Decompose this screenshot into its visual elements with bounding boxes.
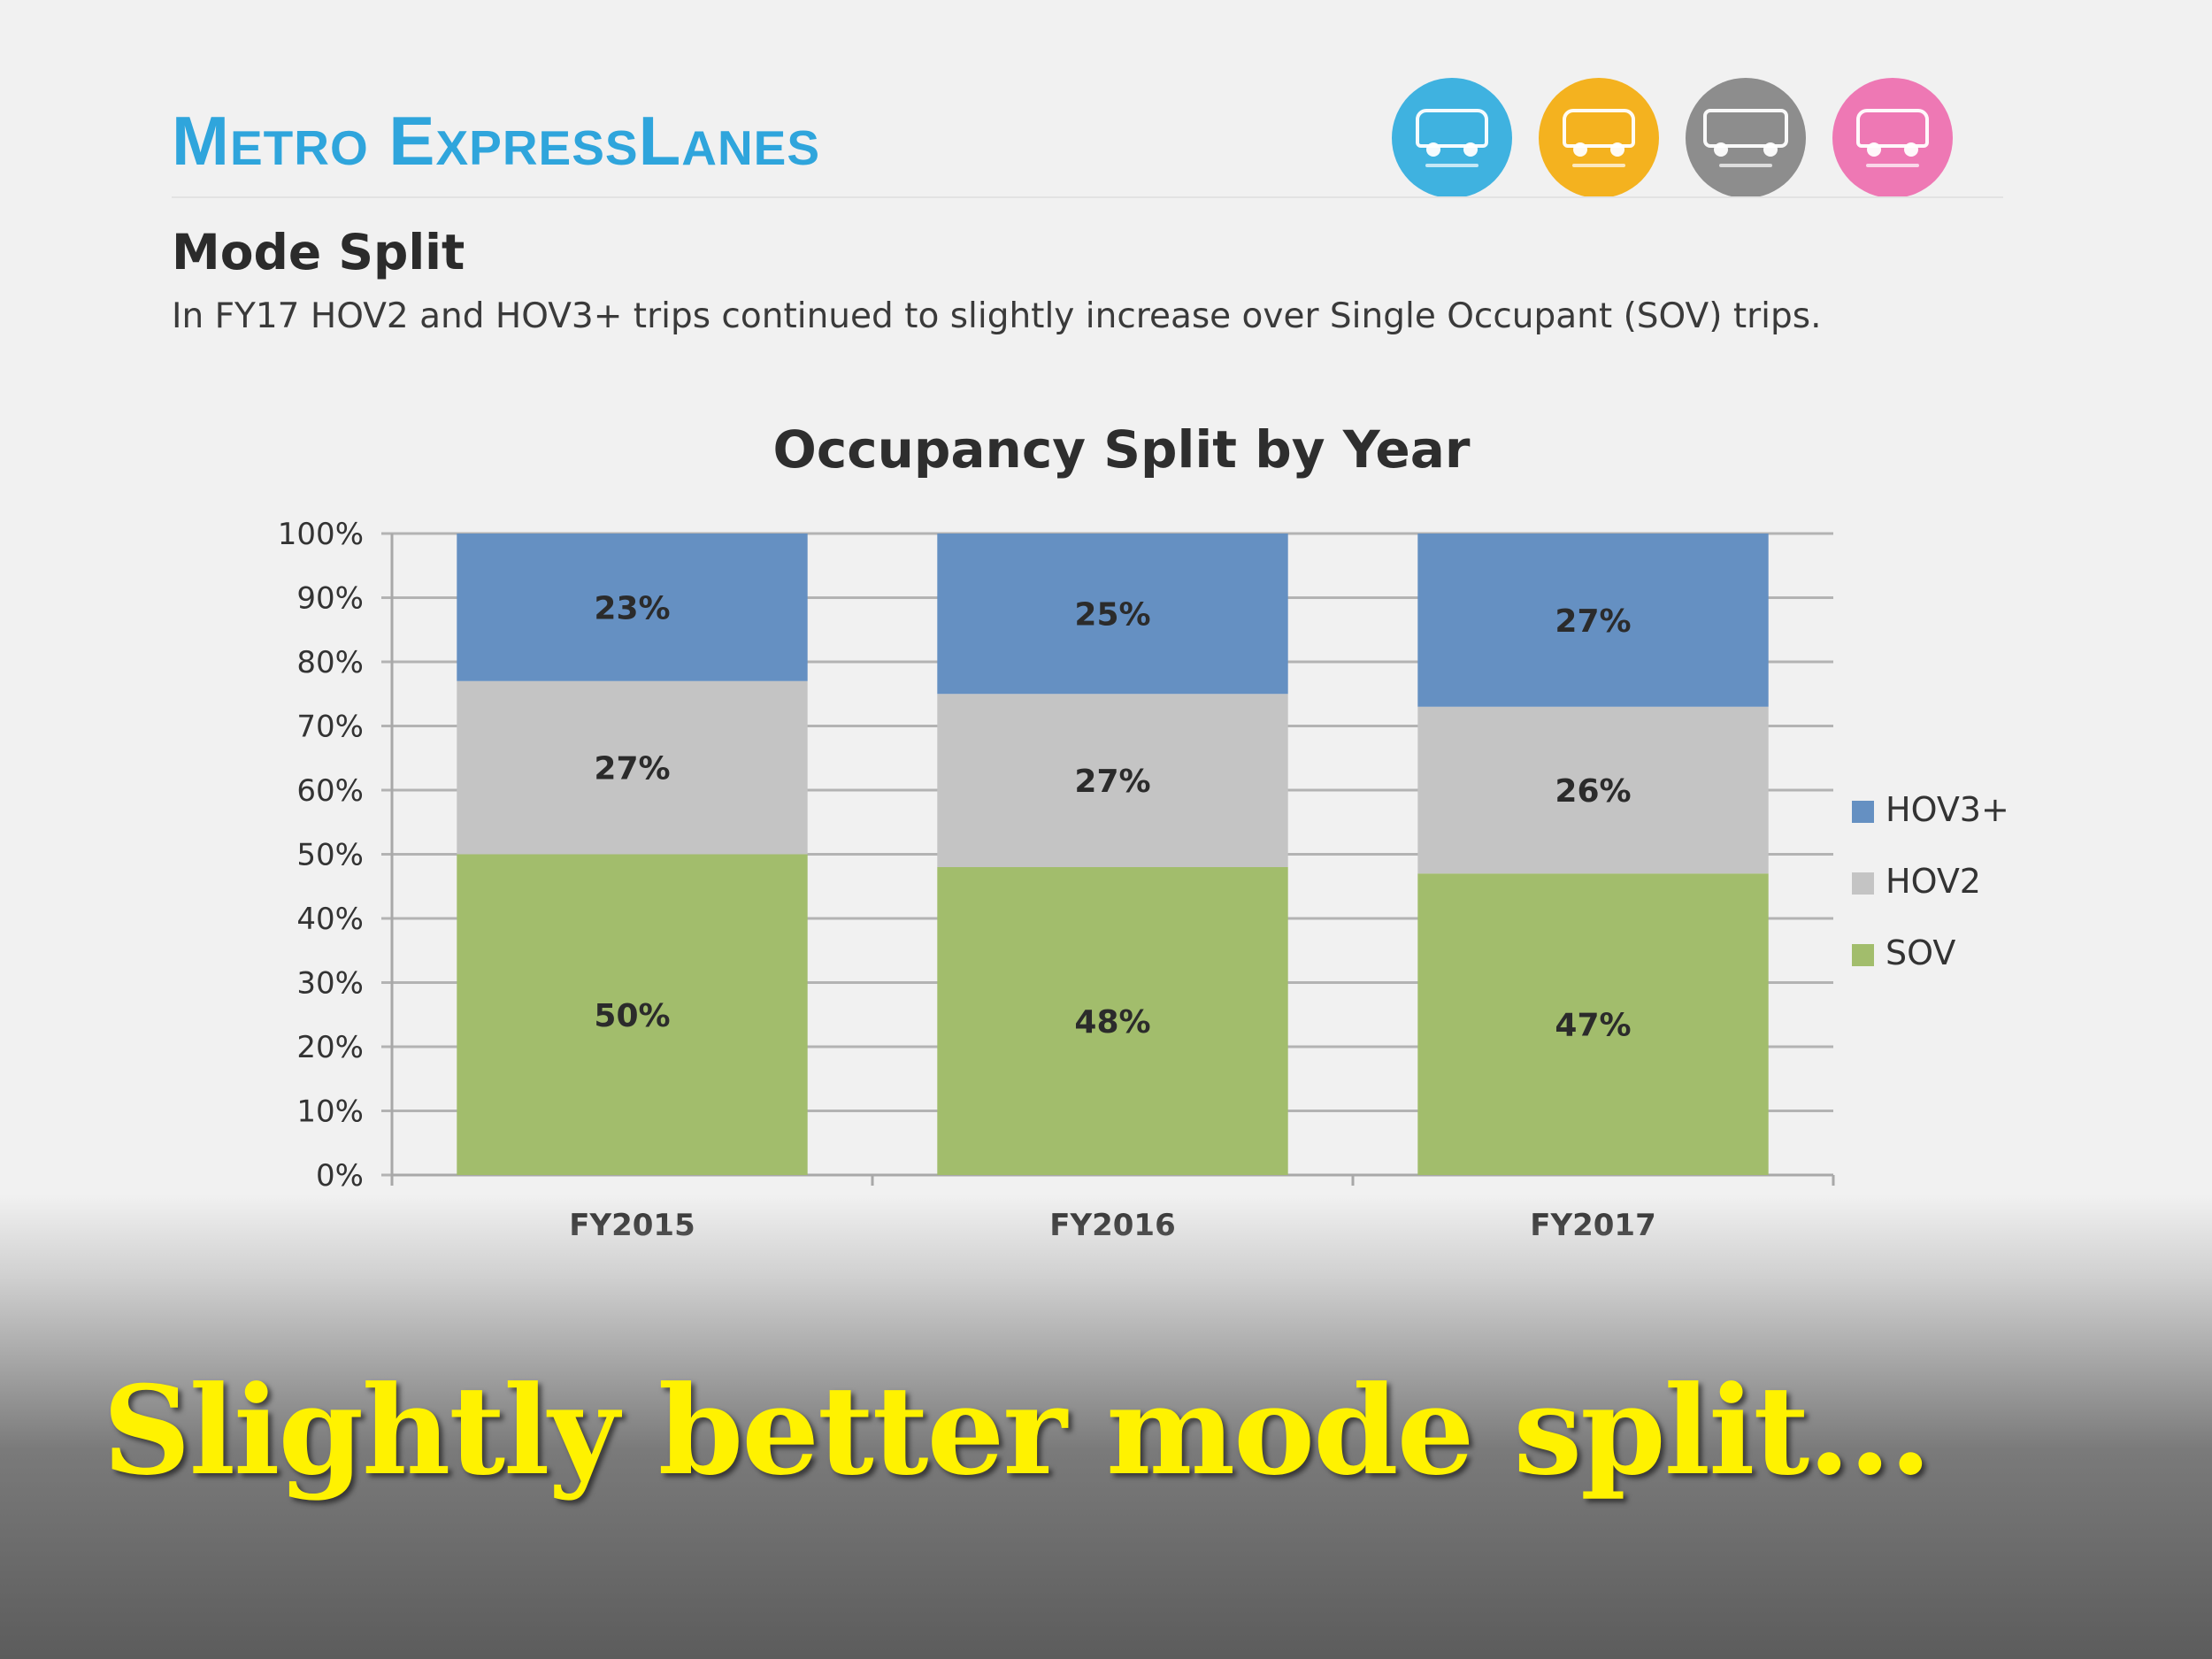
data-label: 48% [1074, 1004, 1150, 1041]
legend-swatch-hov3 [1852, 801, 1874, 823]
legend-label: HOV3+ [1886, 790, 2009, 829]
y-tick-label: 100% [278, 517, 364, 552]
y-tick-label: 90% [296, 581, 364, 617]
data-label: 27% [1555, 603, 1631, 640]
legend-label: SOV [1886, 933, 1955, 972]
bar-sov-fy2017 [1417, 873, 1769, 1175]
data-label: 25% [1074, 597, 1150, 634]
chart-title: Occupancy Split by Year [773, 419, 1471, 480]
data-label: 50% [594, 998, 670, 1034]
bar-hov2-fy2016 [937, 694, 1288, 867]
vanpool-icon [1392, 78, 1512, 198]
y-tick-label: 80% [296, 645, 364, 680]
bar-hov3-fy2015 [457, 534, 808, 681]
y-tick-label: 40% [296, 902, 364, 937]
legend-swatch-hov2 [1852, 872, 1874, 895]
bar-hov2-fy2017 [1417, 706, 1769, 874]
y-tick-label: 30% [296, 966, 364, 1002]
bar-sov-fy2016 [937, 867, 1288, 1175]
y-tick-label: 50% [296, 838, 364, 873]
data-label: 27% [1074, 764, 1150, 800]
section-title: Mode Split [172, 224, 465, 280]
bar-hov2-fy2015 [457, 680, 808, 855]
data-label: 23% [594, 590, 670, 626]
data-label: 26% [1555, 773, 1631, 810]
brand-logo-text: Metro ExpressLanes [172, 102, 821, 180]
legend-label: HOV2 [1886, 862, 1981, 901]
video-caption: Slightly better mode split... [103, 1358, 1932, 1502]
y-tick-label: 10% [296, 1094, 364, 1130]
y-tick-label: 70% [296, 710, 364, 745]
data-label: 27% [594, 751, 670, 787]
caption-band [0, 1194, 2212, 1659]
bus-icon [1686, 78, 1806, 198]
carpool-icon [1539, 78, 1659, 198]
car-icon [1832, 78, 1953, 198]
y-tick-label: 0% [316, 1158, 364, 1194]
legend-swatch-sov [1852, 944, 1874, 966]
y-tick-label: 20% [296, 1030, 364, 1065]
data-label: 47% [1555, 1008, 1631, 1044]
section-description: In FY17 HOV2 and HOV3+ trips continued t… [172, 296, 1822, 336]
y-tick-label: 60% [296, 773, 364, 809]
mode-icons [1392, 78, 1953, 198]
header-divider [172, 196, 2003, 198]
bar-hov3-fy2016 [937, 534, 1288, 695]
bar-sov-fy2015 [457, 854, 808, 1175]
bar-hov3-fy2017 [1417, 534, 1769, 707]
